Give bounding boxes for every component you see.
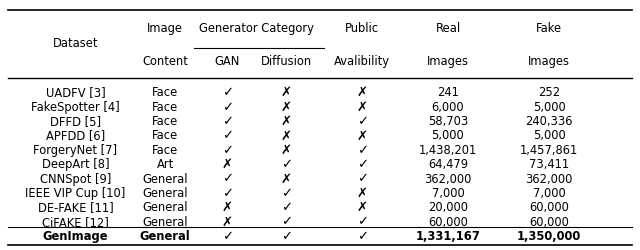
Text: ✓: ✓ [280, 158, 292, 170]
Text: 252: 252 [538, 86, 560, 99]
Text: Image: Image [147, 22, 183, 35]
Text: ✓: ✓ [221, 86, 233, 99]
Text: Real: Real [435, 22, 461, 35]
Text: ✓: ✓ [356, 215, 368, 228]
Text: General: General [142, 186, 188, 199]
Text: ✗: ✗ [221, 158, 233, 170]
Text: ✓: ✓ [221, 115, 233, 128]
Text: ✓: ✓ [280, 215, 292, 228]
Text: 1,457,861: 1,457,861 [520, 143, 579, 156]
Text: ✗: ✗ [280, 100, 292, 113]
Text: ✗: ✗ [280, 143, 292, 156]
Text: General: General [142, 172, 188, 185]
Text: GenImage: GenImage [43, 229, 108, 242]
Text: ForgeryNet [7]: ForgeryNet [7] [33, 143, 118, 156]
Text: 5,000: 5,000 [431, 129, 465, 142]
Text: 58,703: 58,703 [428, 115, 468, 128]
Text: DFFD [5]: DFFD [5] [50, 115, 101, 128]
Text: 362,000: 362,000 [525, 172, 573, 185]
Text: ✗: ✗ [221, 200, 233, 213]
Text: General: General [140, 229, 191, 242]
Text: Generator Category: Generator Category [199, 22, 314, 35]
Text: 5,000: 5,000 [532, 129, 566, 142]
Text: ✗: ✗ [356, 100, 368, 113]
Text: General: General [142, 215, 188, 228]
Text: Face: Face [152, 86, 179, 99]
Text: 5,000: 5,000 [532, 100, 566, 113]
Text: ✓: ✓ [280, 200, 292, 213]
Text: Images: Images [427, 55, 469, 68]
Text: ✓: ✓ [280, 186, 292, 199]
Text: 64,479: 64,479 [428, 158, 468, 170]
Text: ✓: ✓ [221, 229, 233, 242]
Text: ✗: ✗ [280, 115, 292, 128]
Text: Diffusion: Diffusion [260, 55, 312, 68]
Text: 7,000: 7,000 [431, 186, 465, 199]
Text: ✓: ✓ [356, 143, 368, 156]
Text: ✓: ✓ [221, 100, 233, 113]
Text: Art: Art [157, 158, 173, 170]
Text: 7,000: 7,000 [532, 186, 566, 199]
Text: ✗: ✗ [356, 129, 368, 142]
Text: ✗: ✗ [280, 129, 292, 142]
Text: CiFAKE [12]: CiFAKE [12] [42, 215, 109, 228]
Text: 240,336: 240,336 [525, 115, 573, 128]
Text: General: General [142, 200, 188, 213]
Text: 6,000: 6,000 [432, 100, 464, 113]
Text: Images: Images [528, 55, 570, 68]
Text: 1,331,167: 1,331,167 [415, 229, 481, 242]
Text: 60,000: 60,000 [428, 215, 468, 228]
Text: Content: Content [142, 55, 188, 68]
Text: ✗: ✗ [356, 86, 368, 99]
Text: 20,000: 20,000 [428, 200, 468, 213]
Text: 60,000: 60,000 [529, 215, 569, 228]
Text: Public: Public [345, 22, 380, 35]
Text: ✓: ✓ [280, 229, 292, 242]
Text: 60,000: 60,000 [529, 200, 569, 213]
Text: ✓: ✓ [356, 172, 368, 185]
Text: ✗: ✗ [356, 186, 368, 199]
Text: 362,000: 362,000 [424, 172, 472, 185]
Text: 241: 241 [437, 86, 459, 99]
Text: ✗: ✗ [280, 86, 292, 99]
Text: ✓: ✓ [221, 129, 233, 142]
Text: ✓: ✓ [221, 172, 233, 185]
Text: GAN: GAN [214, 55, 240, 68]
Text: 73,411: 73,411 [529, 158, 569, 170]
Text: 1,438,201: 1,438,201 [419, 143, 477, 156]
Text: Avalibility: Avalibility [334, 55, 390, 68]
Text: Dataset: Dataset [52, 37, 99, 50]
Text: FakeSpotter [4]: FakeSpotter [4] [31, 100, 120, 113]
Text: CNNSpot [9]: CNNSpot [9] [40, 172, 111, 185]
Text: Face: Face [152, 129, 179, 142]
Text: ✓: ✓ [221, 143, 233, 156]
Text: ✗: ✗ [280, 172, 292, 185]
Text: IEEE VIP Cup [10]: IEEE VIP Cup [10] [26, 186, 125, 199]
Text: ✓: ✓ [356, 158, 368, 170]
Text: ✗: ✗ [221, 215, 233, 228]
Text: APFDD [6]: APFDD [6] [46, 129, 105, 142]
Text: Face: Face [152, 143, 179, 156]
Text: ✓: ✓ [221, 186, 233, 199]
Text: UADFV [3]: UADFV [3] [45, 86, 106, 99]
Text: ✓: ✓ [356, 229, 368, 242]
Text: Face: Face [152, 115, 179, 128]
Text: ✗: ✗ [356, 200, 368, 213]
Text: ✓: ✓ [356, 115, 368, 128]
Text: 1,350,000: 1,350,000 [517, 229, 581, 242]
Text: DeepArt [8]: DeepArt [8] [42, 158, 109, 170]
Text: Fake: Fake [536, 22, 562, 35]
Text: DE-FAKE [11]: DE-FAKE [11] [38, 200, 113, 213]
Text: Face: Face [152, 100, 179, 113]
